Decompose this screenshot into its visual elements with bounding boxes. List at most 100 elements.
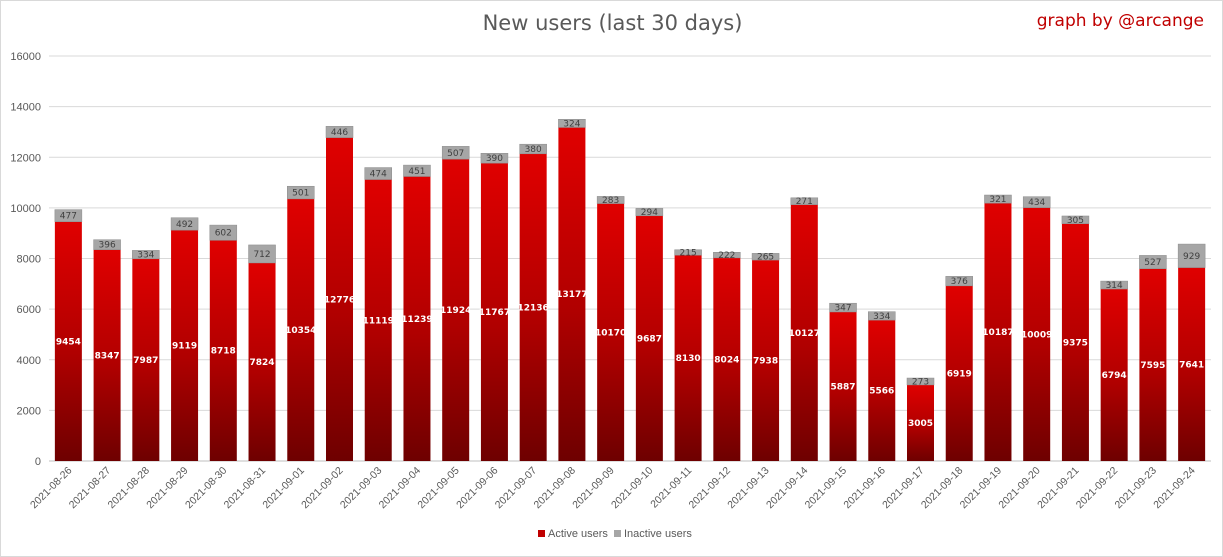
data-label-active: 8130	[676, 354, 701, 364]
data-label-active: 9454	[56, 337, 81, 347]
bar-inactive-users	[1139, 255, 1167, 270]
data-label-inactive: 451	[408, 167, 425, 177]
data-label-inactive: 501	[292, 189, 309, 199]
data-label-inactive: 446	[331, 128, 348, 138]
bar-active-users	[248, 262, 276, 461]
data-label-inactive: 305	[1067, 216, 1084, 226]
data-label-active: 5887	[831, 382, 856, 392]
data-label-inactive: 215	[680, 248, 697, 258]
bar-inactive-users	[674, 249, 702, 256]
bar-inactive-users	[325, 126, 354, 138]
data-label-inactive: 492	[176, 220, 193, 230]
data-label-inactive: 380	[525, 145, 542, 155]
data-label-active: 8024	[714, 355, 739, 365]
bar-inactive-users	[93, 239, 121, 250]
bar-inactive-users	[1061, 215, 1090, 224]
legend: Active users Inactive users	[538, 528, 692, 540]
bar-inactive-users	[480, 153, 509, 164]
data-label-active: 11119	[363, 316, 394, 326]
bars: 9454 477 8347 396 7987 334 9119 492 8718 602 7824 7…	[54, 119, 1206, 462]
bar-active-users	[132, 258, 160, 461]
bar-active-users	[597, 203, 625, 461]
data-label-inactive: 321	[989, 195, 1006, 205]
data-label-active: 13177	[556, 290, 587, 300]
data-label-active: 3005	[908, 419, 933, 429]
data-label-active: 11924	[440, 306, 471, 316]
data-label-active: 8718	[211, 347, 236, 357]
legend-label-active: Active users	[548, 528, 608, 540]
data-label-active: 11767	[479, 308, 510, 318]
bar-active-users	[519, 153, 547, 461]
bar-inactive-users	[1022, 196, 1051, 208]
data-label-active: 10170	[595, 328, 626, 338]
bar-active-users	[442, 159, 470, 461]
data-label-inactive: 712	[253, 250, 270, 260]
data-label-inactive: 222	[718, 251, 735, 261]
data-label-inactive: 602	[215, 229, 232, 239]
bar-inactive-users	[519, 143, 547, 155]
bar-inactive-users	[713, 252, 741, 259]
bar-active-users	[984, 203, 1012, 462]
legend-swatch-active	[538, 530, 545, 537]
data-label-active: 10127	[789, 329, 820, 339]
bar-active-users	[907, 384, 934, 461]
bar-active-users	[674, 255, 702, 461]
y-tick-label: 6000	[17, 304, 41, 316]
data-label-inactive: 474	[370, 170, 387, 180]
bar-inactive-users	[364, 167, 392, 180]
data-label-inactive: 434	[1028, 198, 1045, 208]
data-label-inactive: 507	[447, 149, 464, 159]
chart-credit: graph by @arcange	[1036, 11, 1204, 31]
data-label-inactive: 314	[1106, 281, 1123, 291]
bar-inactive-users	[751, 253, 780, 261]
data-label-active: 6919	[947, 369, 972, 379]
data-label-inactive: 527	[1144, 258, 1161, 268]
bar-inactive-users	[209, 224, 238, 241]
data-label-active: 7938	[753, 357, 778, 367]
data-label-inactive: 390	[486, 154, 503, 164]
legend-label-inactive: Inactive users	[624, 528, 692, 540]
data-label-active: 12776	[324, 295, 355, 305]
data-label-inactive: 324	[563, 119, 580, 129]
bar-active-users	[1023, 207, 1051, 461]
bar-active-users	[752, 260, 780, 461]
bar-active-users	[1061, 223, 1089, 461]
legend-swatch-inactive	[614, 530, 621, 537]
data-label-inactive: 477	[60, 212, 77, 222]
x-tick-label: 2021-09-10	[609, 465, 656, 512]
bar-active-users	[287, 198, 315, 461]
y-axis-ticks: 0 2000 4000 6000 8000 10000 12000 14000 16000	[10, 51, 41, 468]
bar-active-users	[1100, 289, 1128, 461]
data-label-active: 11239	[401, 315, 432, 325]
y-tick-label: 2000	[17, 405, 41, 417]
data-label-active: 9375	[1063, 338, 1088, 348]
bar-inactive-users	[132, 250, 160, 260]
data-label-inactive: 347	[834, 304, 851, 314]
y-tick-label: 8000	[17, 254, 41, 266]
chart-title: New users (last 30 days)	[482, 11, 743, 35]
bar-active-users	[403, 176, 431, 461]
data-label-active: 6794	[1102, 371, 1127, 381]
data-label-active: 10009	[1021, 330, 1052, 340]
data-label-inactive: 334	[873, 312, 890, 322]
bar-inactive-users	[635, 208, 664, 217]
bar-active-users	[326, 137, 353, 462]
data-label-active: 7595	[1140, 361, 1165, 371]
bar-inactive-users	[906, 377, 935, 386]
bar-active-users	[171, 230, 199, 461]
data-label-inactive: 271	[796, 197, 813, 207]
bar-inactive-users	[287, 185, 315, 200]
bar-active-users	[790, 204, 818, 461]
data-label-inactive: 396	[99, 241, 116, 251]
bar-active-users	[93, 249, 121, 461]
bar-active-users	[480, 163, 508, 461]
data-label-active: 12136	[518, 303, 549, 313]
data-label-active: 10187	[982, 328, 1013, 338]
y-tick-label: 0	[35, 456, 41, 468]
y-tick-label: 14000	[10, 102, 41, 114]
bar-inactive-users	[170, 217, 199, 231]
y-tick-label: 16000	[10, 51, 41, 63]
data-label-active: 7824	[250, 358, 275, 368]
